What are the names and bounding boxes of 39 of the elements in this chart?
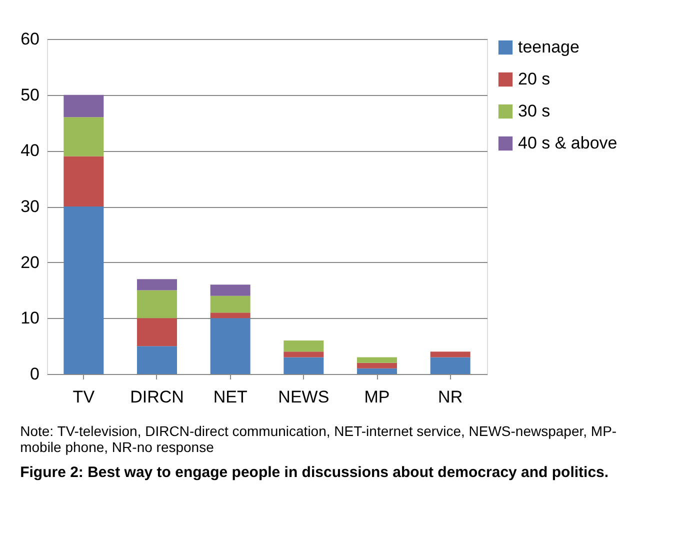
legend-label: 30 s	[518, 102, 550, 120]
y-tick-label: 50	[20, 85, 40, 104]
bar	[284, 340, 324, 352]
x-tick-label: NEWS	[278, 388, 330, 406]
bar	[210, 296, 250, 313]
bar	[64, 156, 104, 206]
x-tick-label: NET	[213, 388, 248, 406]
bar	[137, 318, 177, 346]
x-tick-label: TV	[72, 388, 96, 406]
bar	[210, 312, 250, 318]
y-tick-label: 60	[20, 30, 40, 48]
bar	[64, 94, 104, 118]
y-tick-label: 30	[20, 197, 40, 216]
bar	[137, 279, 177, 290]
y-tick-label: 40	[20, 141, 40, 160]
x-tick-label: MP	[364, 388, 390, 406]
bar	[284, 352, 324, 358]
legend-label: teenage	[518, 38, 580, 56]
legend-label: 20 s	[518, 70, 550, 88]
bar	[357, 357, 397, 363]
bar	[210, 284, 250, 296]
bar	[64, 117, 104, 156]
text: Figure 2: Best way to engage people in discussions about democracy and politics.	[20, 464, 609, 481]
bar	[284, 357, 324, 374]
bar	[64, 206, 104, 374]
y-tick-label: 0	[30, 364, 40, 384]
x-tick-label: NR	[438, 388, 463, 406]
legend-label: 40 s & above	[518, 134, 618, 152]
bar	[357, 362, 397, 368]
bar	[137, 290, 177, 318]
bar	[357, 368, 397, 374]
x-tick-label: DIRCN	[130, 388, 184, 406]
bar	[210, 318, 250, 374]
y-tick-label: 10	[20, 308, 40, 328]
bar	[137, 346, 177, 374]
y-tick-label: 20	[20, 252, 40, 272]
text: Note: TV-television, DIRCN-direct communication, NET-internet service, NEWS-newspaper, MP-mobile phone, NR-no response	[20, 423, 617, 455]
bar	[430, 357, 470, 374]
bar	[430, 352, 470, 358]
